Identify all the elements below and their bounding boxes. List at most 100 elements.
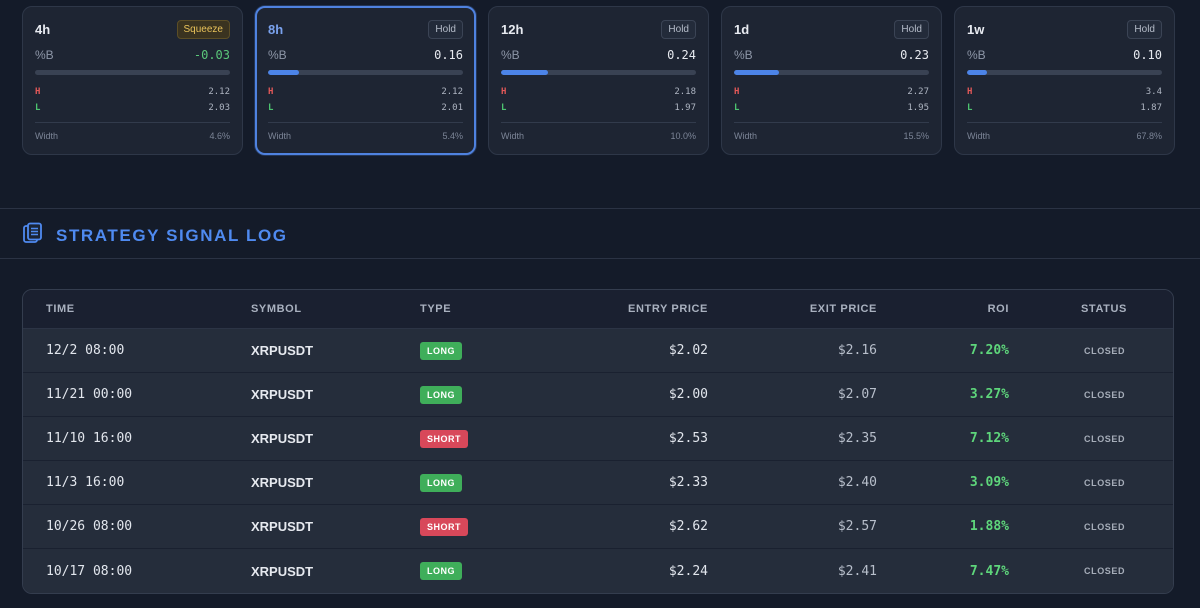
percent-b-bar-fill [734,70,779,75]
percent-b-bar [35,70,230,75]
table-row[interactable]: 10/26 08:00 XRPUSDT SHORT $2.62 $2.57 1.… [23,505,1173,549]
time-cell: 11/21 00:00 [46,387,133,402]
percent-b-label: %B [734,48,753,62]
timeframe-card-1w[interactable]: 1w Hold %B 0.10 H 3.4 L 1.87 Width 67.8% [954,6,1175,155]
high-label: H [268,87,274,97]
divider [501,122,696,123]
roi-cell: 7.12% [969,431,1009,446]
entry-price-cell: $2.00 [668,387,708,402]
timeframe-card-1d[interactable]: 1d Hold %B 0.23 H 2.27 L 1.95 Width 15.5% [721,6,942,155]
divider [268,122,463,123]
high-value: 2.18 [674,87,696,97]
divider [35,122,230,123]
timeframe-card-8h[interactable]: 8h Hold %B 0.16 H 2.12 L 2.01 Width 5.4% [255,6,476,155]
table-row[interactable]: 10/17 08:00 XRPUSDT LONG $2.24 $2.41 7.4… [23,549,1173,593]
status-cell: CLOSED [1084,389,1126,400]
exit-price-cell: $2.07 [837,387,877,402]
col-time[interactable]: TIME [46,303,75,315]
section-divider-bottom [0,258,1200,259]
divider [967,122,1162,123]
percent-b-bar [734,70,929,75]
high-label: H [35,87,41,97]
status-cell: CLOSED [1084,521,1126,532]
low-label: L [268,103,274,113]
col-type[interactable]: TYPE [420,303,452,315]
low-label: L [501,103,507,113]
width-label: Width [35,131,59,141]
exit-price-cell: $2.35 [837,431,877,446]
roi-cell: 3.27% [969,387,1009,402]
low-value: 2.01 [441,103,463,113]
type-badge: LONG [420,341,462,360]
roi-cell: 1.88% [969,519,1009,534]
high-value: 2.12 [441,87,463,97]
col-exit-price[interactable]: EXIT PRICE [809,303,877,315]
timeframe-card-12h[interactable]: 12h Hold %B 0.24 H 2.18 L 1.97 Width 10.0% [488,6,709,155]
col-symbol[interactable]: SYMBOL [251,303,302,315]
signal-badge: Hold [894,19,929,39]
timeframe-label: 4h [35,21,51,37]
status-cell: CLOSED [1084,433,1126,444]
col-status[interactable]: STATUS [1081,303,1127,315]
clipboard-icon [22,222,43,249]
high-value: 2.27 [907,87,929,97]
signal-badge: Hold [661,19,696,39]
col-entry-price[interactable]: ENTRY PRICE [628,303,708,315]
entry-price-cell: $2.62 [668,519,708,534]
percent-b-label: %B [35,48,54,62]
table-row[interactable]: 11/10 16:00 XRPUSDT SHORT $2.53 $2.35 7.… [23,417,1173,461]
exit-price-cell: $2.41 [837,563,877,579]
time-cell: 10/26 08:00 [46,519,133,534]
entry-price-cell: $2.24 [668,563,708,579]
status-cell: CLOSED [1084,566,1126,576]
low-label: L [35,103,41,113]
low-label: L [734,103,740,113]
signal-badge: Squeeze [176,19,230,39]
percent-b-label: %B [967,48,986,62]
table-row[interactable]: 11/3 16:00 XRPUSDT LONG $2.33 $2.40 3.09… [23,461,1173,505]
low-value: 1.87 [1140,103,1162,113]
percent-b-bar-fill [268,70,300,75]
type-badge: LONG [420,562,462,580]
width-label: Width [268,131,292,141]
timeframe-cards: 4h Squeeze %B -0.03 H 2.12 L 2.03 Width 4.6… [22,6,1175,155]
percent-b-value: 0.23 [900,48,929,62]
low-value: 2.03 [208,103,230,113]
time-cell: 11/3 16:00 [46,475,125,490]
width-value: 67.8% [1136,131,1162,141]
high-label: H [967,87,973,97]
percent-b-value: 0.10 [1133,48,1162,62]
symbol-cell: XRPUSDT [251,475,314,490]
percent-b-value: -0.03 [193,48,230,62]
high-label: H [501,87,507,97]
section-title: STRATEGY SIGNAL LOG [56,225,288,245]
table-header: TIME SYMBOL TYPE ENTRY PRICE EXIT PRICE … [23,290,1173,329]
entry-price-cell: $2.53 [668,431,708,446]
roi-cell: 3.09% [969,475,1009,490]
timeframe-label: 8h [268,21,284,37]
table-row[interactable]: 12/2 08:00 XRPUSDT LONG $2.02 $2.16 7.20… [23,329,1173,373]
divider [734,122,929,123]
low-value: 1.97 [674,103,696,113]
width-value: 15.5% [903,131,929,141]
type-badge: LONG [420,385,462,404]
width-value: 4.6% [209,131,230,141]
type-badge: SHORT [420,517,468,536]
timeframe-card-4h[interactable]: 4h Squeeze %B -0.03 H 2.12 L 2.03 Width 4.6… [22,6,243,155]
status-cell: CLOSED [1084,345,1126,356]
section-divider-top [0,208,1200,209]
percent-b-value: 0.16 [434,48,463,62]
table-row[interactable]: 11/21 00:00 XRPUSDT LONG $2.00 $2.07 3.2… [23,373,1173,417]
percent-b-bar [268,70,463,75]
timeframe-label: 12h [501,21,524,37]
col-roi[interactable]: ROI [987,303,1009,315]
roi-cell: 7.47% [969,563,1009,579]
timeframe-label: 1w [967,21,985,37]
low-value: 1.95 [907,103,929,113]
time-cell: 11/10 16:00 [46,431,133,446]
percent-b-bar [967,70,1162,75]
high-value: 3.4 [1145,87,1162,97]
width-value: 5.4% [442,131,463,141]
low-label: L [967,103,973,113]
exit-price-cell: $2.40 [837,475,877,490]
